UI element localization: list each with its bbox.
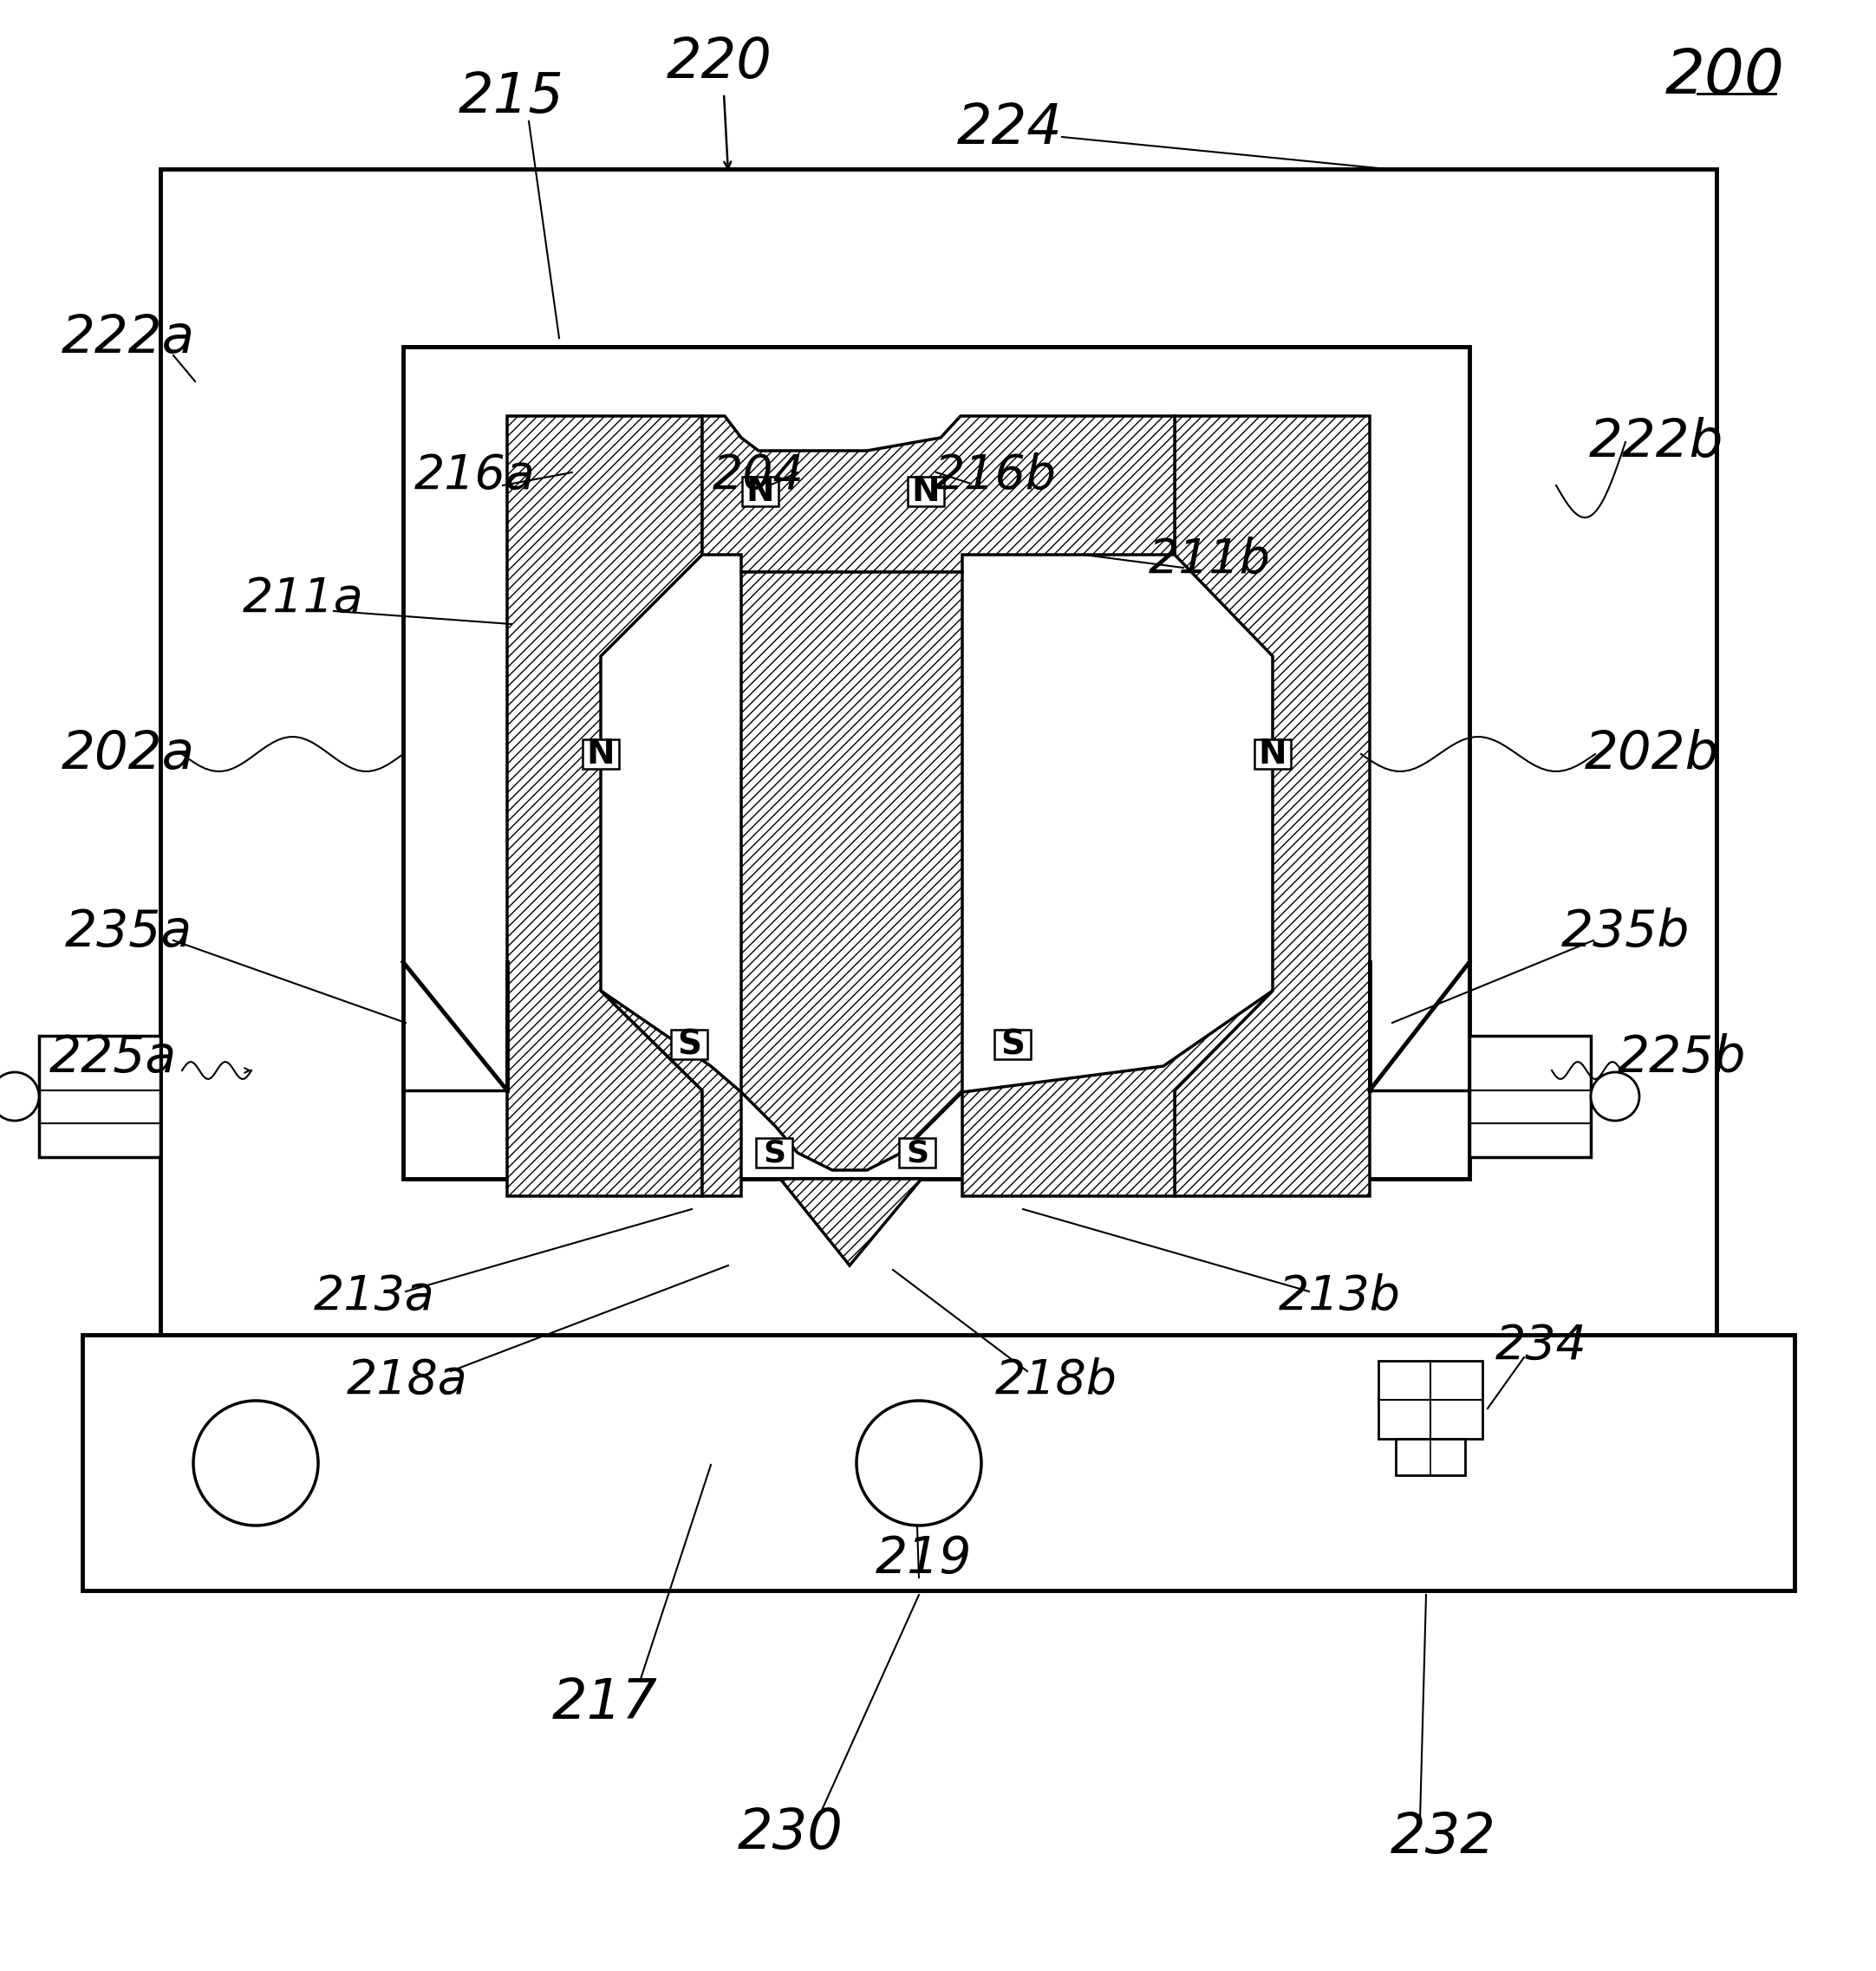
Text: 215: 215 bbox=[458, 71, 565, 124]
Text: S: S bbox=[764, 1137, 786, 1167]
Bar bbox=[899, 1137, 936, 1167]
Text: 202a: 202a bbox=[62, 729, 195, 781]
Text: 222a: 222a bbox=[62, 313, 195, 363]
Text: 200: 200 bbox=[1666, 47, 1784, 106]
Text: N: N bbox=[587, 737, 615, 771]
Bar bbox=[672, 1029, 707, 1058]
Text: S: S bbox=[677, 1029, 702, 1060]
Bar bbox=[743, 477, 779, 507]
Text: 222b: 222b bbox=[1589, 416, 1724, 467]
Polygon shape bbox=[780, 1179, 921, 1265]
Polygon shape bbox=[741, 572, 962, 1171]
Bar bbox=[1396, 1439, 1465, 1474]
Polygon shape bbox=[1174, 416, 1369, 1196]
Text: 235b: 235b bbox=[1561, 907, 1690, 956]
Bar bbox=[1379, 1360, 1482, 1439]
Bar bbox=[756, 1137, 792, 1167]
Bar bbox=[994, 1029, 1030, 1058]
Text: 213a: 213a bbox=[313, 1273, 435, 1319]
Text: 218a: 218a bbox=[347, 1356, 467, 1403]
Bar bbox=[1255, 739, 1291, 769]
Text: 202b: 202b bbox=[1583, 729, 1718, 781]
Text: S: S bbox=[906, 1137, 929, 1167]
Text: 225a: 225a bbox=[49, 1033, 176, 1082]
Polygon shape bbox=[702, 416, 1174, 572]
Text: 204: 204 bbox=[713, 451, 805, 499]
Text: 220: 220 bbox=[666, 35, 773, 89]
Text: 213b: 213b bbox=[1278, 1273, 1401, 1319]
Text: 216a: 216a bbox=[415, 451, 537, 499]
Bar bbox=[403, 347, 1469, 1179]
Text: N: N bbox=[912, 475, 940, 509]
Text: 211a: 211a bbox=[242, 576, 364, 621]
Polygon shape bbox=[507, 416, 702, 1196]
Bar bbox=[39, 1037, 159, 1157]
Text: S: S bbox=[1000, 1029, 1024, 1060]
Text: 216b: 216b bbox=[934, 451, 1056, 499]
Text: N: N bbox=[747, 475, 775, 509]
Bar bbox=[1469, 1037, 1591, 1157]
Circle shape bbox=[1591, 1072, 1640, 1121]
Text: 211b: 211b bbox=[1148, 536, 1270, 581]
Polygon shape bbox=[600, 991, 741, 1196]
Polygon shape bbox=[962, 991, 1272, 1196]
Bar bbox=[159, 170, 1717, 1382]
Text: 219: 219 bbox=[874, 1533, 972, 1583]
Text: 232: 232 bbox=[1390, 1811, 1497, 1865]
Text: 230: 230 bbox=[737, 1805, 844, 1861]
Bar bbox=[583, 739, 619, 769]
Text: 224: 224 bbox=[957, 101, 1064, 156]
Bar bbox=[83, 1334, 1795, 1591]
Text: N: N bbox=[1259, 737, 1287, 771]
Text: 235a: 235a bbox=[64, 907, 191, 956]
Text: 225b: 225b bbox=[1617, 1033, 1747, 1082]
Text: 234: 234 bbox=[1495, 1323, 1587, 1368]
Text: 217: 217 bbox=[552, 1675, 658, 1731]
Circle shape bbox=[0, 1072, 39, 1121]
Text: 218b: 218b bbox=[994, 1356, 1116, 1403]
Bar bbox=[908, 477, 944, 507]
